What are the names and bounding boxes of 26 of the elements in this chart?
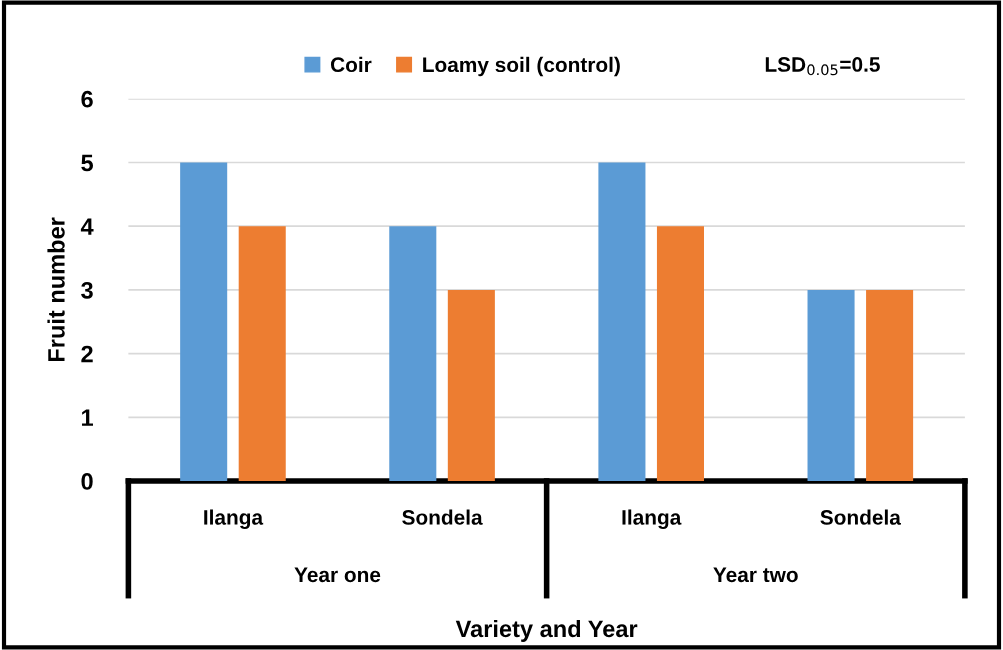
bar [180, 162, 228, 481]
x-tick-label: Sondela [820, 509, 901, 525]
text: Year two [713, 567, 798, 583]
legend-label: Coir [330, 56, 372, 73]
y-tick-label: 3 [81, 281, 93, 299]
bar [807, 289, 855, 481]
bar [389, 226, 437, 481]
y-tick-label: 1 [82, 409, 94, 426]
bar [866, 289, 914, 481]
legend-label: Loamy soil (control) [423, 56, 620, 77]
y-tick-label: 5 [81, 154, 94, 172]
bar [238, 226, 286, 481]
y-axis-title: Fruit number [47, 217, 65, 362]
x-tick-label: Ilanga [204, 509, 264, 529]
bar [656, 226, 704, 481]
text: Year one [294, 567, 381, 583]
y-tick-label: 4 [80, 218, 94, 235]
bar [447, 289, 495, 481]
x-tick-label: Ilanga [622, 509, 682, 529]
y-tick-label: 2 [81, 345, 93, 363]
bar [598, 162, 646, 481]
text: LSD$_{0.05}$=0.5 [765, 57, 880, 76]
x-tick-label: Sondela [402, 509, 483, 525]
x-axis-title: Variety and Year [455, 619, 638, 642]
y-tick-label: 6 [81, 90, 93, 108]
y-tick-label: 0 [81, 473, 93, 490]
